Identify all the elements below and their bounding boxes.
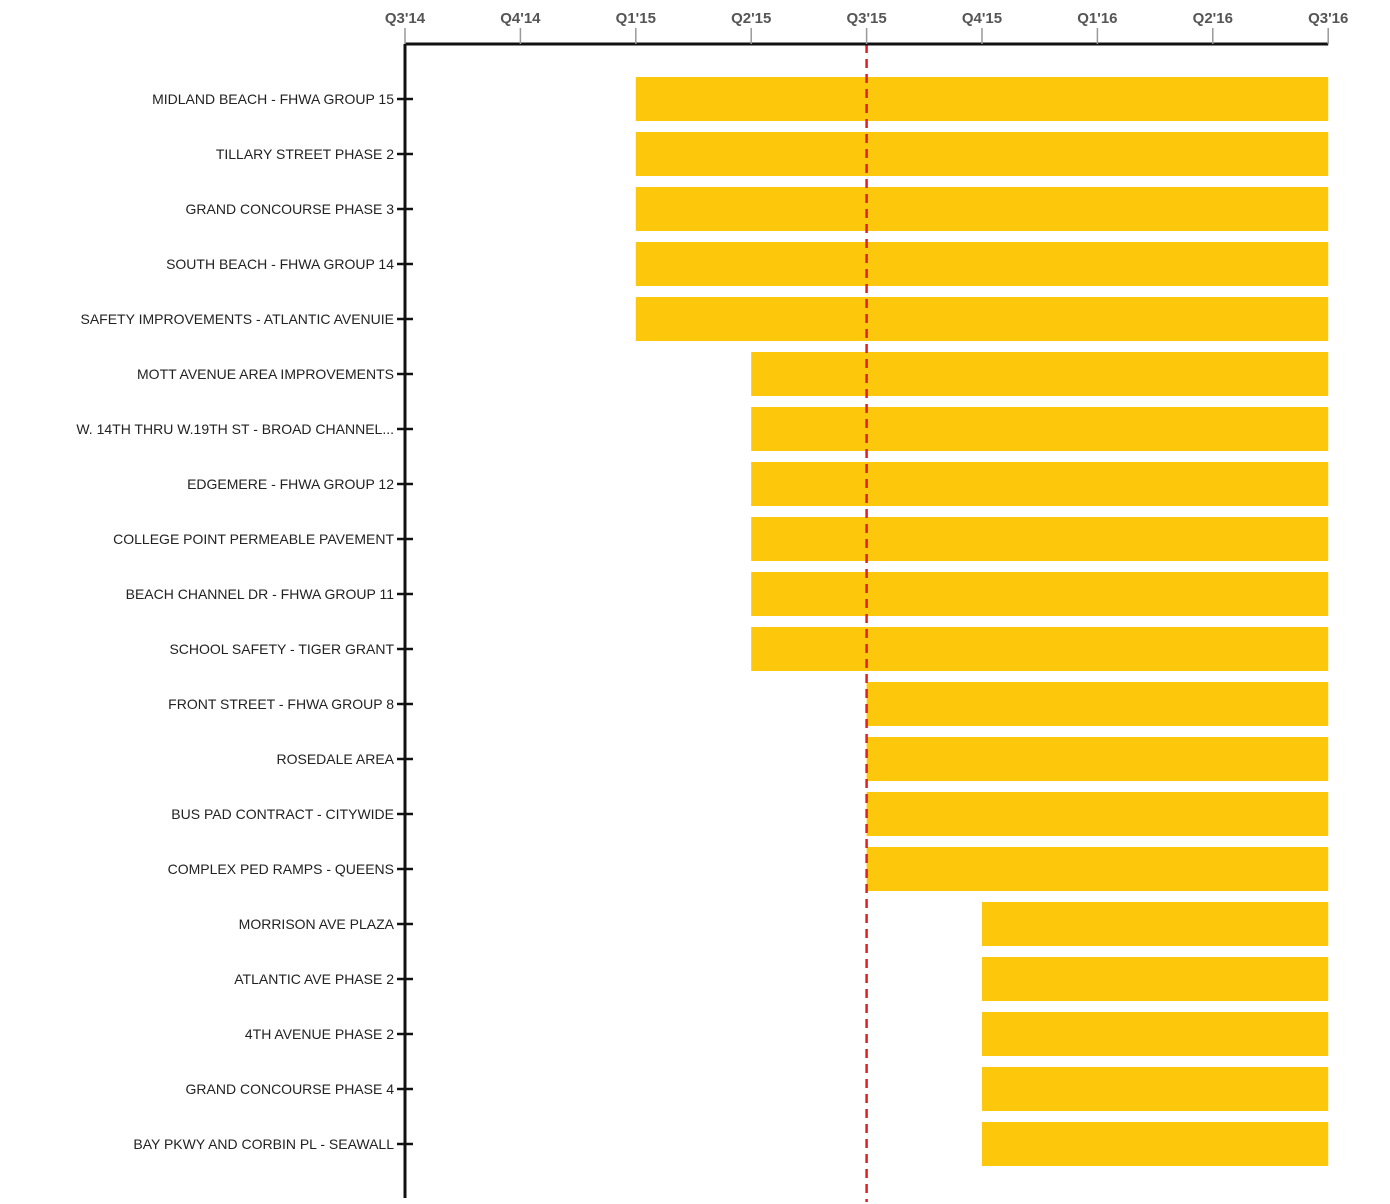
gantt-bar bbox=[866, 682, 1329, 726]
gantt-bar bbox=[751, 462, 1329, 506]
gantt-bar bbox=[751, 517, 1329, 561]
x-tick-label: Q1'16 bbox=[1077, 10, 1117, 27]
category-label: MIDLAND BEACH - FHWA GROUP 15 bbox=[152, 91, 394, 107]
category-label: FRONT STREET - FHWA GROUP 8 bbox=[168, 696, 394, 712]
gantt-bar bbox=[982, 1067, 1329, 1111]
gantt-bar bbox=[866, 737, 1329, 781]
category-label: SCHOOL SAFETY - TIGER GRANT bbox=[169, 641, 394, 657]
bars-layer bbox=[635, 77, 1329, 1166]
category-label: TILLARY STREET PHASE 2 bbox=[216, 146, 394, 162]
y-ticks-layer: MIDLAND BEACH - FHWA GROUP 15 TILLARY STR… bbox=[76, 91, 413, 1152]
x-tick-label: Q2'15 bbox=[731, 10, 771, 27]
gantt-bar bbox=[635, 242, 1329, 286]
x-tick-label: Q3'16 bbox=[1308, 10, 1348, 27]
gantt-bar bbox=[866, 792, 1329, 836]
gantt-bar bbox=[751, 572, 1329, 616]
category-label: GRAND CONCOURSE PHASE 3 bbox=[186, 201, 395, 217]
category-label: BAY PKWY AND CORBIN PL - SEAWALL bbox=[133, 1136, 394, 1152]
category-label: EDGEMERE - FHWA GROUP 12 bbox=[187, 476, 394, 492]
category-label: W. 14TH THRU W.19TH ST - BROAD CHANNEL..… bbox=[76, 421, 394, 437]
gantt-bar bbox=[982, 957, 1329, 1001]
x-tick-label: Q4'14 bbox=[500, 10, 541, 27]
category-label: MOTT AVENUE AREA IMPROVEMENTS bbox=[137, 366, 394, 382]
category-label: COMPLEX PED RAMPS - QUEENS bbox=[168, 861, 394, 877]
category-label: BEACH CHANNEL DR - FHWA GROUP 11 bbox=[126, 586, 395, 602]
category-label: MORRISON AVE PLAZA bbox=[239, 916, 395, 932]
gantt-bar bbox=[751, 407, 1329, 451]
x-tick-label: Q3'15 bbox=[846, 10, 886, 27]
category-label: 4TH AVENUE PHASE 2 bbox=[245, 1026, 394, 1042]
x-tick-label: Q2'16 bbox=[1193, 10, 1233, 27]
category-label: GRAND CONCOURSE PHASE 4 bbox=[186, 1081, 395, 1097]
gantt-bar bbox=[866, 847, 1329, 891]
category-label: COLLEGE POINT PERMEABLE PAVEMENT bbox=[113, 531, 394, 547]
gantt-bar bbox=[982, 1012, 1329, 1056]
category-label: ATLANTIC AVE PHASE 2 bbox=[234, 971, 394, 987]
category-label: ROSEDALE AREA bbox=[277, 751, 395, 767]
x-tick-label: Q1'15 bbox=[616, 10, 656, 27]
x-tick-label: Q3'14 bbox=[385, 10, 426, 27]
gantt-bar bbox=[635, 187, 1329, 231]
category-label: BUS PAD CONTRACT - CITYWIDE bbox=[171, 806, 394, 822]
gantt-bar bbox=[635, 297, 1329, 341]
category-label: SAFETY IMPROVEMENTS - ATLANTIC AVENUIE bbox=[80, 311, 394, 327]
gantt-bar bbox=[751, 352, 1329, 396]
gantt-bar bbox=[751, 627, 1329, 671]
x-ticks-layer: Q3'14 Q4'14 Q1'15 Q2'15 Q3'15 Q4'15 Q1'16 Q2'16… bbox=[385, 10, 1348, 44]
gantt-bar bbox=[635, 132, 1329, 176]
category-label: SOUTH BEACH - FHWA GROUP 14 bbox=[166, 256, 394, 272]
gantt-bar bbox=[635, 77, 1329, 121]
gantt-bar bbox=[982, 902, 1329, 946]
x-tick-label: Q4'15 bbox=[962, 10, 1002, 27]
gantt-bar bbox=[982, 1122, 1329, 1166]
